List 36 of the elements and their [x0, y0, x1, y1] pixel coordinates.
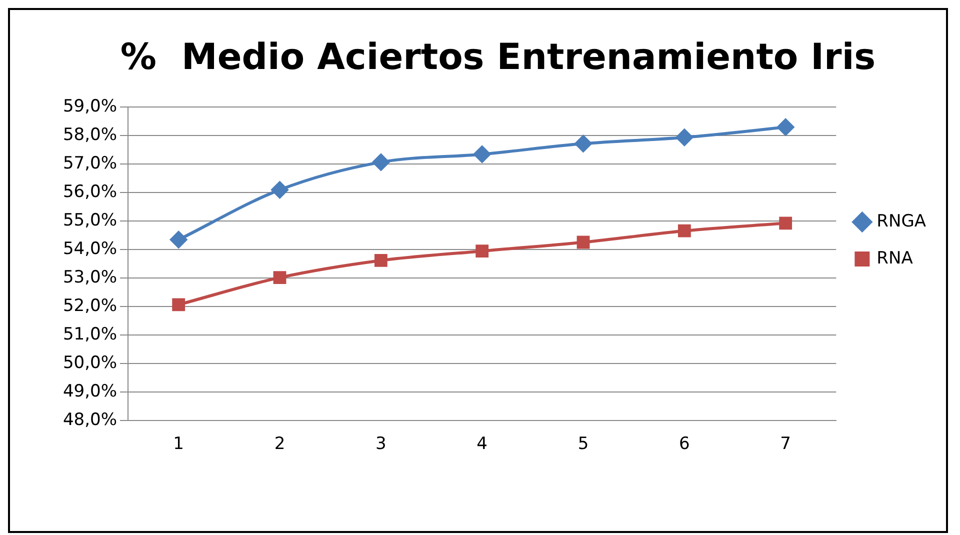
- point: [678, 224, 691, 238]
- x-tick-label: 3: [376, 434, 386, 454]
- point: [170, 231, 188, 248]
- point: [474, 146, 491, 163]
- point: [476, 244, 489, 258]
- y-tick-label: 57,0%: [62, 154, 118, 174]
- point: [374, 254, 388, 267]
- y-tick-label: 51,0%: [62, 324, 118, 345]
- y-tick-label: 53,0%: [62, 268, 118, 288]
- y-tick-label: 59,0%: [62, 96, 118, 117]
- y-tick-label: 52,0%: [62, 296, 118, 316]
- x-tick-label: 1: [173, 434, 184, 454]
- legend-label: RNGA: [876, 211, 926, 232]
- point: [372, 154, 390, 171]
- point: [273, 271, 286, 284]
- point: [271, 181, 288, 198]
- y-tick-label: 50,0%: [62, 353, 118, 374]
- point: [777, 118, 794, 136]
- point: [576, 236, 590, 249]
- x-tick-label: 2: [274, 434, 286, 454]
- y-tick-label: 54,0%: [62, 239, 118, 260]
- legend-label: RNA: [876, 248, 914, 268]
- x-tick-label: 7: [780, 434, 791, 454]
- x-tick-label: 4: [476, 434, 488, 454]
- x-tick-label: 5: [578, 434, 589, 454]
- y-tick-label: 56,0%: [62, 182, 118, 202]
- y-tick-label: 48,0%: [62, 410, 118, 430]
- point: [676, 128, 693, 146]
- chart-title: % Medio Aciertos Entrenamiento Iris: [120, 36, 876, 78]
- point: [172, 298, 186, 312]
- point: [574, 135, 592, 152]
- y-tick-label: 58,0%: [62, 125, 118, 146]
- y-tick-label: 49,0%: [62, 382, 118, 402]
- point: [779, 216, 792, 230]
- y-tick-label: 55,0%: [62, 210, 118, 231]
- x-tick-label: 6: [679, 434, 690, 454]
